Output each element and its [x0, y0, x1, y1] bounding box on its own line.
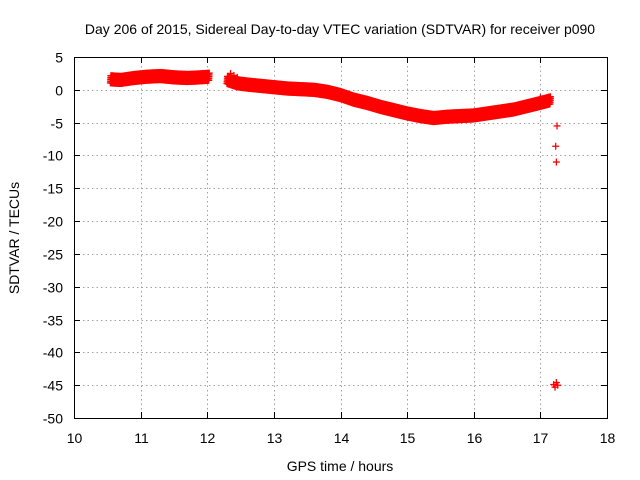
- data-points: [106, 68, 562, 391]
- chart-title: Day 206 of 2015, Sidereal Day-to-day VTE…: [85, 21, 595, 37]
- x-tick-label: 12: [200, 430, 216, 446]
- x-tick-label: 13: [267, 430, 283, 446]
- y-tick-label: -20: [43, 214, 63, 230]
- y-tick-label: -35: [43, 313, 63, 329]
- data-point: [552, 158, 560, 166]
- data-point: [536, 94, 544, 102]
- x-tick-label: 18: [600, 430, 616, 446]
- x-tick-label: 10: [67, 430, 83, 446]
- y-tick-label: -40: [43, 345, 63, 361]
- data-point: [205, 69, 213, 77]
- y-tick-label: -5: [51, 116, 64, 132]
- y-tick-label: -25: [43, 247, 63, 263]
- x-tick-label: 15: [400, 430, 416, 446]
- data-point: [554, 381, 562, 389]
- axis-ticks: [74, 57, 608, 419]
- x-tick-label: 14: [334, 430, 350, 446]
- y-axis-label: SDTVAR / TECUs: [6, 182, 22, 294]
- x-axis-label: GPS time / hours: [287, 458, 394, 474]
- y-tick-label: 0: [55, 83, 63, 99]
- y-tick-label: -50: [43, 411, 63, 427]
- y-tick-label: -30: [43, 280, 63, 296]
- y-tick-label: 5: [55, 50, 63, 66]
- y-tick-label: -15: [43, 181, 63, 197]
- x-tick-labels: 10 11 12 13 14 15 16 17 18: [67, 430, 616, 446]
- data-point: [233, 73, 241, 81]
- data-point: [545, 93, 553, 101]
- y-tick-label: -10: [43, 148, 63, 164]
- x-tick-label: 16: [467, 430, 483, 446]
- data-point: [552, 142, 560, 150]
- y-tick-label: -45: [43, 378, 63, 394]
- x-tick-label: 17: [533, 430, 549, 446]
- data-point: [553, 122, 561, 130]
- x-tick-label: 11: [134, 430, 149, 446]
- y-tick-labels: 5 0 -5 -10 -15 -20 -25 -30 -35 -40 -45 -50: [43, 50, 63, 427]
